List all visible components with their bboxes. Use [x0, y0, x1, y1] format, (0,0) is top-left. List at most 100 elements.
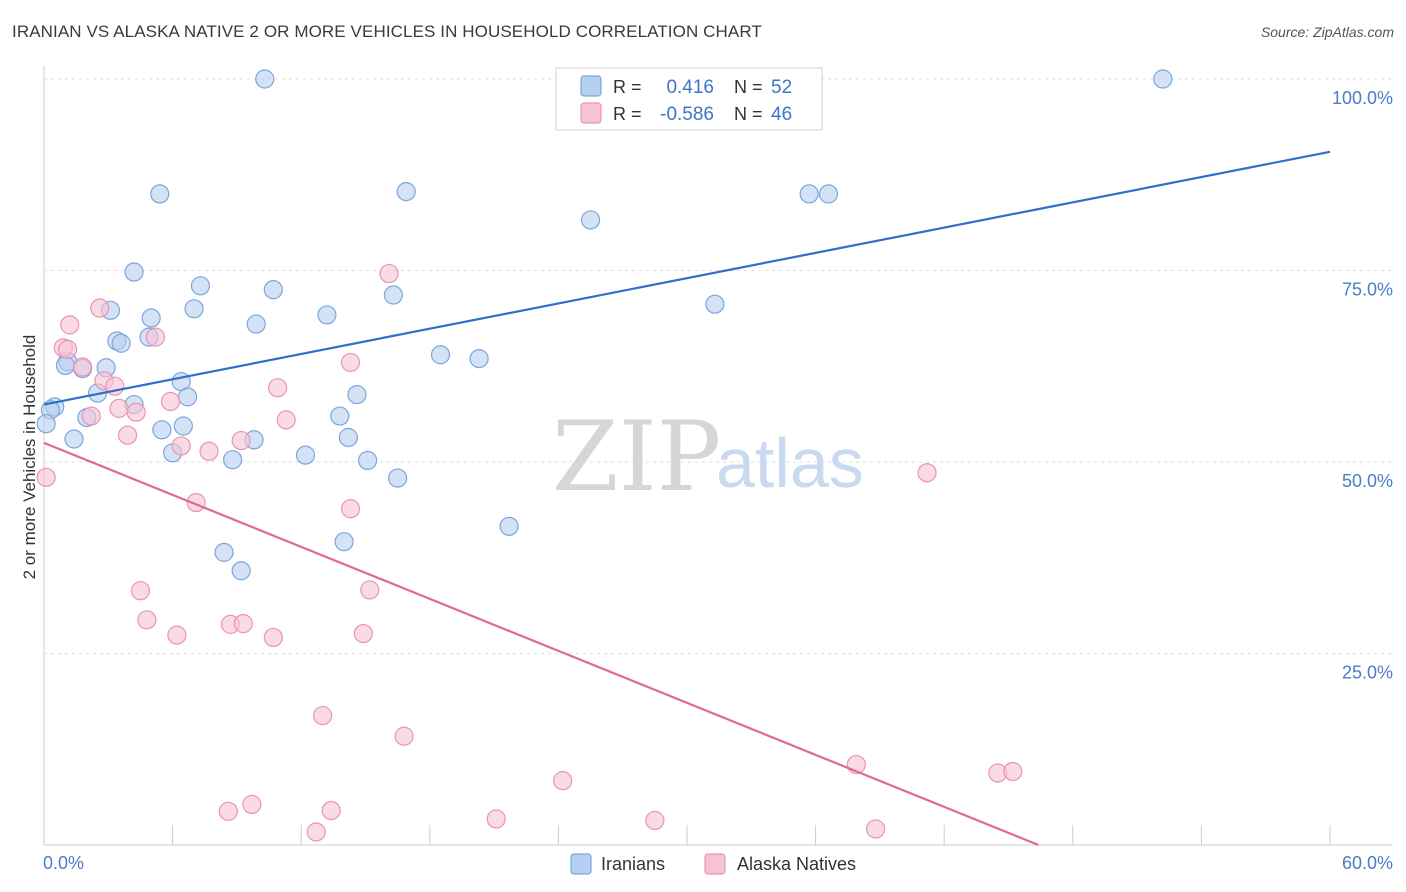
bottom-legend-label-alaska-natives: Alaska Natives — [737, 854, 856, 874]
iranian-point-15 — [246, 314, 266, 334]
iranian-point-11 — [184, 299, 204, 319]
alaska-native-point-34 — [553, 771, 573, 791]
legend-n-label-iranians: N = — [734, 77, 763, 97]
iranian-point-12 — [705, 294, 725, 314]
iranian-trend-line — [43, 150, 1331, 406]
legend-n-label-alaska-natives: N = — [734, 104, 763, 124]
alaska-native-point-25 — [360, 580, 380, 600]
axes — [43, 66, 1392, 846]
alaska-native-point-44 — [866, 819, 886, 839]
iranian-point-21 — [469, 348, 489, 369]
alaska-native-point-15 — [276, 410, 296, 430]
iranian-point-2 — [150, 184, 170, 204]
watermark-zip: ZIP — [552, 401, 721, 513]
y-tick-label-3: 25.0% — [1342, 663, 1393, 683]
iranian-point-16 — [317, 305, 337, 325]
alaska-native-point-6 — [340, 352, 361, 373]
alaska-native-point-43 — [306, 822, 326, 842]
bottom-legend-label-iranians: Iranians — [601, 854, 665, 874]
iranian-point-44 — [358, 450, 378, 471]
alaska-native-point-30 — [263, 627, 283, 648]
alaska-native-point-1 — [90, 298, 110, 318]
watermark-atlas: atlas — [716, 424, 864, 502]
data-points — [36, 69, 1173, 842]
alaska-native-point-40 — [321, 800, 341, 821]
alaska-native-point-14 — [126, 402, 146, 422]
alaska-native-point-13 — [81, 406, 101, 426]
alaska-native-point-38 — [218, 801, 238, 821]
iranian-point-29 — [347, 384, 367, 405]
legend-n-value-alaska-natives: 46 — [771, 104, 792, 125]
alaska-native-point-37 — [1003, 761, 1023, 782]
y-tick-labels: 100.0% 75.0% 50.0% 25.0% — [1332, 88, 1393, 683]
alaska-native-point-16 — [117, 425, 138, 445]
alaska-native-point-41 — [486, 809, 506, 829]
legend-r-value-iranians: 0.416 — [666, 77, 714, 98]
alaska-native-point-20 — [36, 467, 56, 487]
alaska-native-point-42 — [645, 810, 665, 831]
iranian-point-8 — [190, 276, 211, 296]
iranian-point-37 — [36, 414, 56, 434]
iranian-point-47 — [334, 532, 354, 552]
iranian-point-5 — [818, 184, 839, 204]
x-tick-label-min: 0.0% — [43, 853, 84, 873]
alaska-native-point-10 — [160, 391, 181, 412]
y-tick-label-1: 75.0% — [1342, 280, 1393, 300]
alaska-native-point-3 — [145, 327, 166, 347]
iranian-point-43 — [295, 445, 316, 465]
trend-lines — [43, 150, 1331, 847]
legend-r-label-alaska-natives: R = — [613, 104, 642, 124]
iranian-point-3 — [396, 182, 416, 202]
alaska-native-point-9 — [268, 378, 288, 398]
alaska-native-point-23 — [340, 499, 361, 519]
alaska-native-point-2 — [60, 315, 80, 335]
iranian-point-4 — [799, 184, 819, 204]
y-tick-label-2: 50.0% — [1342, 471, 1393, 491]
alaska-native-point-5 — [72, 357, 93, 377]
iranian-point-19 — [111, 333, 131, 353]
legend-swatch-alaska-natives — [580, 102, 602, 124]
x-tick-label-max: 60.0% — [1342, 853, 1393, 873]
iranian-point-48 — [214, 542, 234, 562]
alaska-native-point-0 — [379, 263, 399, 284]
alaska-native-trend-line — [43, 441, 1039, 847]
iranian-point-0 — [255, 69, 275, 89]
alaska-native-point-12 — [109, 398, 129, 418]
legend-swatch-iranians — [580, 75, 602, 97]
iranian-point-38 — [64, 429, 84, 449]
iranian-point-10 — [383, 285, 403, 305]
iranian-point-1 — [1153, 69, 1173, 89]
iranian-point-20 — [430, 345, 451, 365]
alaska-native-point-24 — [130, 581, 151, 601]
series-legend: Iranians Alaska Natives — [570, 853, 856, 875]
iranian-point-49 — [231, 561, 251, 581]
iranian-point-28 — [178, 387, 198, 407]
alaska-native-point-18 — [171, 436, 191, 456]
alaska-native-point-17 — [231, 430, 251, 451]
alaska-native-point-32 — [313, 705, 333, 726]
iranian-point-45 — [388, 468, 408, 488]
alaska-native-point-33 — [394, 726, 414, 746]
iranian-point-42 — [223, 450, 243, 470]
legend-n-value-iranians: 52 — [771, 77, 792, 98]
chart-title: IRANIAN VS ALASKA NATIVE 2 OR MORE VEHIC… — [12, 22, 762, 41]
iranian-point-36 — [173, 416, 193, 436]
source-label: Source: ZipAtlas.com — [1260, 24, 1394, 40]
iranian-point-7 — [124, 262, 144, 282]
iranian-point-46 — [499, 516, 519, 536]
iranian-point-6 — [580, 210, 601, 230]
y-tick-label-0: 100.0% — [1332, 88, 1393, 108]
legend-r-label-iranians: R = — [613, 77, 642, 97]
alaska-native-point-39 — [242, 794, 262, 815]
bottom-legend-swatch-alaska-natives — [704, 853, 726, 875]
alaska-native-point-31 — [353, 623, 373, 644]
alaska-native-point-21 — [917, 463, 937, 483]
bottom-legend-swatch-iranians — [570, 853, 592, 875]
alaska-native-point-11 — [57, 339, 78, 359]
alaska-native-point-28 — [233, 614, 253, 634]
iranian-point-9 — [263, 280, 283, 300]
legend-r-value-alaska-natives: -0.586 — [660, 104, 714, 125]
iranian-point-34 — [330, 406, 350, 426]
alaska-native-point-29 — [167, 625, 187, 645]
